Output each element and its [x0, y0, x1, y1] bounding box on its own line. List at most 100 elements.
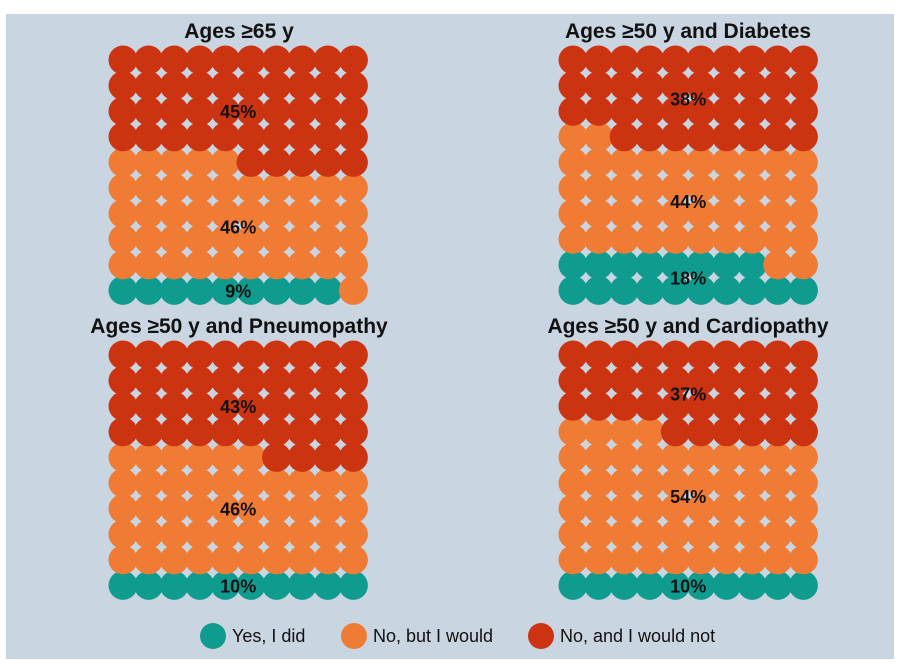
waffle-dot-yes-i-did: [686, 275, 716, 305]
waffle-dot-no-and-i-would-not: [185, 45, 215, 75]
waffle-dot-no-but-i-would: [558, 199, 588, 229]
waffle-dot-no-but-i-would: [788, 250, 818, 280]
waffle-dot-no-and-i-would-not: [108, 366, 138, 396]
waffle-dot-no-and-i-would-not: [558, 96, 588, 126]
waffle-dot-no-but-i-would: [584, 147, 614, 177]
waffle-dot-no-and-i-would-not: [763, 71, 793, 101]
waffle-dot-no-but-i-would: [660, 468, 690, 498]
waffle-dot-no-but-i-would: [712, 442, 742, 472]
waffle-dot-no-and-i-would-not: [609, 122, 639, 152]
waffle-dot-no-but-i-would: [134, 173, 164, 203]
waffle-dot-no-but-i-would: [788, 468, 818, 498]
waffle-dot-no-and-i-would-not: [712, 71, 742, 101]
waffle-dot-no-and-i-would-not: [236, 96, 266, 126]
waffle-dot-no-and-i-would-not: [313, 366, 343, 396]
waffle-dot-no-but-i-would: [635, 147, 665, 177]
waffle-dot-no-and-i-would-not: [262, 340, 292, 370]
waffle-dot-no-and-i-would-not: [584, 71, 614, 101]
waffle-dot-no-but-i-would: [338, 250, 368, 280]
waffle-dot-no-but-i-would: [763, 468, 793, 498]
waffle-dot-no-and-i-would-not: [584, 366, 614, 396]
waffle-dot-yes-i-did: [558, 570, 588, 600]
waffle-dot-no-but-i-would: [788, 442, 818, 472]
waffle-dot-no-and-i-would-not: [287, 340, 317, 370]
waffle-dot-no-but-i-would: [159, 545, 189, 575]
waffle-dot-no-and-i-would-not: [210, 417, 240, 447]
waffle-dot-no-and-i-would-not: [763, 122, 793, 152]
legend-label: No, and I would not: [560, 626, 715, 646]
waffle-dot-no-and-i-would-not: [262, 96, 292, 126]
waffle-dot-no-and-i-would-not: [236, 340, 266, 370]
waffle-dot-yes-i-did: [712, 250, 742, 280]
waffle-dot-no-and-i-would-not: [338, 340, 368, 370]
waffle-panel-1: Ages ≥65 y 9% 46% 45%: [108, 20, 368, 305]
waffle-dot-no-and-i-would-not: [210, 96, 240, 126]
waffle-dot-no-but-i-would: [159, 519, 189, 549]
waffle-dot-no-but-i-would: [262, 199, 292, 229]
waffle-dot-yes-i-did: [737, 570, 767, 600]
waffle-dot-no-and-i-would-not: [686, 366, 716, 396]
waffle-dot-no-and-i-would-not: [558, 391, 588, 421]
waffle-dot-no-and-i-would-not: [635, 366, 665, 396]
legend-swatch: [200, 623, 226, 649]
waffle-dot-no-but-i-would: [134, 442, 164, 472]
waffle-dot-no-but-i-would: [210, 224, 240, 254]
waffle-dot-no-and-i-would-not: [159, 366, 189, 396]
waffle-dot-no-but-i-would: [635, 199, 665, 229]
waffle-dot-no-and-i-would-not: [737, 391, 767, 421]
legend-label: Yes, I did: [232, 626, 305, 646]
waffle-dot-no-and-i-would-not: [737, 366, 767, 396]
waffle-dot-no-and-i-would-not: [287, 147, 317, 177]
waffle-dot-no-and-i-would-not: [686, 340, 716, 370]
waffle-dot-no-but-i-would: [210, 545, 240, 575]
waffle-dot-no-and-i-would-not: [338, 417, 368, 447]
waffle-dot-no-but-i-would: [558, 224, 588, 254]
waffle-dot-no-and-i-would-not: [185, 71, 215, 101]
waffle-dot-no-but-i-would: [159, 250, 189, 280]
waffle-dot-no-but-i-would: [788, 494, 818, 524]
waffle-dot-no-but-i-would: [236, 199, 266, 229]
waffle-dot-no-but-i-would: [287, 173, 317, 203]
waffle-dot-no-and-i-would-not: [609, 71, 639, 101]
waffle-dot-no-but-i-would: [236, 494, 266, 524]
waffle-dot-no-but-i-would: [134, 545, 164, 575]
waffle-dot-no-and-i-would-not: [185, 340, 215, 370]
waffle-dot-no-and-i-would-not: [584, 340, 614, 370]
waffle-dot-no-and-i-would-not: [737, 96, 767, 126]
waffle-dot-yes-i-did: [236, 275, 266, 305]
waffle-dot-no-but-i-would: [788, 147, 818, 177]
waffle-dot-no-but-i-would: [686, 199, 716, 229]
waffle-dot-no-and-i-would-not: [635, 96, 665, 126]
waffle-dot-no-but-i-would: [609, 468, 639, 498]
waffle-dot-no-but-i-would: [763, 147, 793, 177]
waffle-dot-no-but-i-would: [210, 468, 240, 498]
waffle-dot-no-and-i-would-not: [236, 71, 266, 101]
waffle-dot-no-but-i-would: [313, 173, 343, 203]
waffle-dot-no-but-i-would: [737, 173, 767, 203]
waffle-dot-no-and-i-would-not: [134, 71, 164, 101]
waffle-dot-no-but-i-would: [788, 199, 818, 229]
waffle-dot-no-and-i-would-not: [236, 45, 266, 75]
panel-title: Ages ≥50 y and Diabetes: [565, 20, 811, 43]
waffle-dot-no-but-i-would: [558, 147, 588, 177]
waffle-dot-no-but-i-would: [134, 494, 164, 524]
waffle-dot-no-but-i-would: [635, 494, 665, 524]
waffle-dot-no-and-i-would-not: [338, 122, 368, 152]
waffle-dot-no-and-i-would-not: [159, 417, 189, 447]
waffle-dot-no-and-i-would-not: [134, 391, 164, 421]
waffle-dot-no-but-i-would: [737, 519, 767, 549]
waffle-dot-no-but-i-would: [108, 224, 138, 254]
waffle-dot-no-and-i-would-not: [262, 391, 292, 421]
waffle-dot-no-and-i-would-not: [660, 71, 690, 101]
waffle-dot-yes-i-did: [210, 275, 240, 305]
waffle-dot-no-but-i-would: [558, 417, 588, 447]
waffle-dot-no-and-i-would-not: [210, 366, 240, 396]
waffle-dot-no-and-i-would-not: [108, 122, 138, 152]
waffle-dot-no-but-i-would: [159, 173, 189, 203]
waffle-dot-no-but-i-would: [558, 545, 588, 575]
waffle-dot-no-and-i-would-not: [185, 417, 215, 447]
waffle-dot-no-and-i-would-not: [262, 366, 292, 396]
waffle-dot-no-and-i-would-not: [159, 122, 189, 152]
percent-label: 37%: [670, 384, 706, 404]
waffle-dot-no-but-i-would: [635, 224, 665, 254]
